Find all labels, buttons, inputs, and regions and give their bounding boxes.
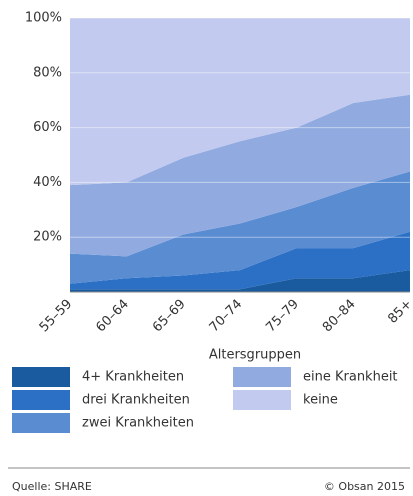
area — [70, 18, 410, 186]
x-tick-label: 60–64 — [93, 297, 132, 336]
legend-swatch — [12, 367, 70, 387]
y-tick-label: 80% — [33, 65, 62, 80]
legend-label: keine — [303, 393, 338, 408]
legend-swatch — [233, 367, 291, 387]
legend-swatch — [12, 390, 70, 410]
legend-swatch — [12, 413, 70, 433]
y-tick-label: 60% — [33, 120, 62, 135]
legend-label: 4+ Krankheiten — [82, 370, 184, 385]
area — [70, 231, 410, 290]
x-tick-label: 55–59 — [37, 297, 76, 336]
credit: © Obsan 2015 — [324, 480, 405, 493]
y-tick-label: 20% — [33, 230, 62, 245]
x-axis-label: Altersgruppen — [209, 348, 301, 363]
area — [70, 270, 410, 292]
legend-label: drei Krankheiten — [82, 393, 190, 408]
x-tick-label: 75–79 — [263, 297, 302, 336]
source: Quelle: SHARE — [12, 480, 92, 493]
x-tick-label: 80–84 — [320, 297, 359, 336]
legend-swatch — [233, 390, 291, 410]
x-tick-label: 85+ — [385, 297, 413, 327]
area — [70, 171, 410, 284]
x-tick-label: 70–74 — [207, 297, 246, 336]
legend-label: zwei Krankheiten — [82, 416, 194, 431]
area — [70, 94, 410, 257]
y-tick-label: 100% — [25, 11, 62, 26]
y-tick-label: 40% — [33, 175, 62, 190]
legend-label: eine Krankheit — [303, 370, 398, 385]
x-tick-label: 65–69 — [150, 297, 189, 336]
